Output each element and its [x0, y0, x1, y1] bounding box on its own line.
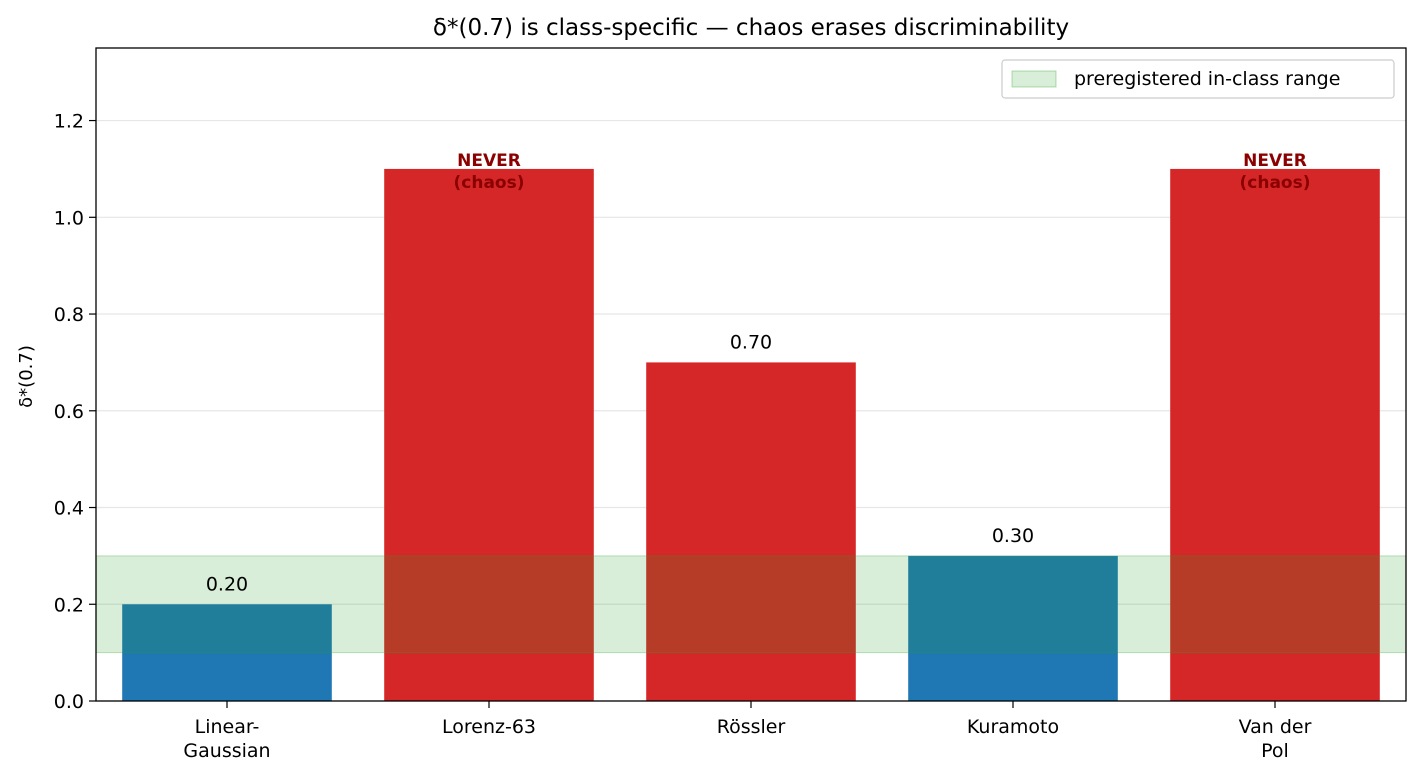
x-tick-label: Gaussian — [183, 740, 270, 762]
y-tick-label: 0.8 — [54, 304, 84, 326]
bar — [384, 168, 594, 702]
bar-label-never: NEVER — [457, 151, 521, 171]
y-tick-label: 0.4 — [54, 498, 84, 520]
legend-label: preregistered in-class range — [1074, 68, 1340, 90]
bar — [646, 362, 856, 701]
bar-value-label: 0.70 — [730, 331, 772, 353]
x-tick-label: Kuramoto — [967, 716, 1059, 738]
y-axis-label: δ*(0.7) — [16, 345, 37, 408]
x-tick-label: Rössler — [717, 716, 786, 738]
legend-swatch — [1011, 70, 1057, 88]
y-tick-label: 0.0 — [54, 691, 84, 713]
bar-label-never: NEVER — [1243, 151, 1307, 171]
bar — [122, 604, 332, 701]
x-tick-label: Linear- — [195, 716, 260, 738]
x-axis: Linear-Gaussian Lorenz-63 Rössler Kuramoto V… — [183, 701, 1312, 762]
bar-label-never: (chaos) — [454, 173, 525, 193]
bar — [908, 555, 1118, 701]
y-tick-label: 1.0 — [54, 207, 84, 229]
legend: preregistered in-class range — [1001, 59, 1395, 99]
chart-title: δ*(0.7) is class-specific — chaos erases… — [433, 15, 1069, 41]
y-tick-label: 0.6 — [54, 401, 84, 423]
in-class-range-band — [95, 555, 1407, 654]
x-tick-label: Pol — [1261, 740, 1289, 762]
y-tick-label: 0.2 — [54, 594, 84, 616]
bar-value-label: 0.20 — [206, 573, 248, 595]
bar-value-label: 0.30 — [992, 525, 1034, 547]
x-tick-label: Lorenz-63 — [442, 716, 536, 738]
legend-box — [1001, 59, 1395, 99]
bar — [1170, 168, 1380, 702]
x-tick-label: Van der — [1239, 716, 1312, 738]
y-tick-label: 1.2 — [54, 111, 84, 133]
bar-label-never: (chaos) — [1240, 173, 1311, 193]
y-axis: 0.0 0.2 0.4 0.6 0.8 1.0 1.2 — [54, 111, 96, 713]
bars — [122, 168, 1380, 702]
